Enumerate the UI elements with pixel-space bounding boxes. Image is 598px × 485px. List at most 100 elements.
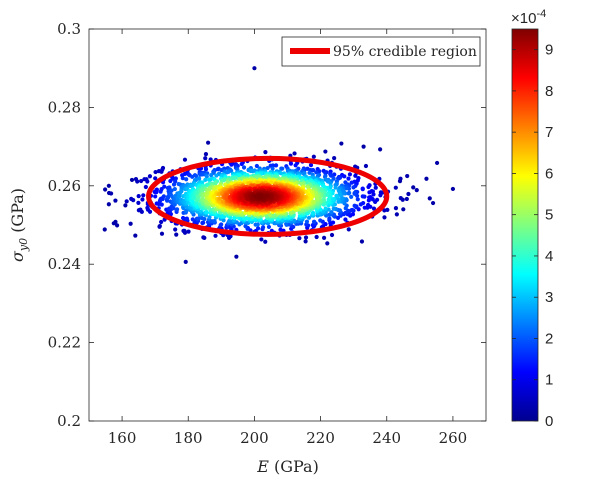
- scatter-point: [217, 196, 223, 201]
- scatter-point: [138, 207, 143, 212]
- scatter-point: [307, 170, 312, 175]
- scatter-point: [171, 182, 177, 187]
- scatter-point: [129, 177, 135, 183]
- scatter-point: [184, 208, 189, 213]
- credible-region-ellipse: [146, 155, 390, 237]
- scatter-point: [109, 191, 114, 196]
- x-axis-label: E (GPa): [256, 457, 319, 476]
- scatter-point: [260, 225, 266, 230]
- scatter-point: [349, 208, 354, 213]
- scatter-point: [280, 166, 285, 171]
- x-tick-label: 240: [372, 429, 401, 447]
- scatter-point: [200, 172, 205, 177]
- scatter-point: [153, 176, 158, 181]
- scatter-point: [184, 216, 189, 221]
- scatter-point: [153, 194, 158, 199]
- scatter-point: [367, 195, 372, 200]
- scatter-point: [362, 205, 367, 210]
- scatter-point: [278, 171, 283, 176]
- credible-region-group: [146, 155, 390, 237]
- scatter-point: [398, 195, 403, 201]
- scatter-point: [339, 141, 344, 146]
- scatter-point: [378, 193, 383, 198]
- legend: 95% credible region: [281, 36, 481, 67]
- scatter-point: [145, 205, 150, 210]
- scatter-point: [333, 185, 338, 190]
- scatter-point: [207, 215, 212, 220]
- scatter-point: [232, 176, 237, 181]
- scatter-point: [314, 234, 319, 240]
- scatter-point: [161, 194, 166, 199]
- colorbar-tick-label: 6: [545, 165, 553, 182]
- scatter-point: [288, 161, 294, 166]
- scatter-point: [102, 227, 107, 232]
- scatter-point: [353, 173, 358, 178]
- x-tick-label: 160: [108, 429, 137, 447]
- scatter-point: [393, 206, 399, 211]
- scatter-point: [343, 217, 348, 222]
- scatter-point: [404, 196, 409, 202]
- scatter-point: [350, 212, 356, 217]
- scatter-point: [203, 167, 209, 172]
- scatter-point: [327, 216, 332, 221]
- scatter-point: [179, 189, 184, 194]
- scatter-point: [254, 163, 259, 169]
- scatter-point: [269, 180, 274, 185]
- colorbar-tick-label: 4: [545, 248, 553, 265]
- scatter-point: [371, 192, 376, 197]
- scatter-point: [177, 194, 182, 199]
- scatter-point: [199, 216, 205, 221]
- scatter-point: [328, 173, 334, 178]
- scatter-point: [201, 235, 206, 240]
- scatter-point: [406, 191, 411, 197]
- scatter-point: [168, 178, 173, 184]
- scatter-point: [139, 178, 144, 184]
- scatter-point: [318, 218, 323, 223]
- scatter-point: [393, 185, 398, 190]
- scatter-point: [182, 157, 188, 162]
- scatter-point: [186, 229, 191, 234]
- scatter-point: [203, 156, 208, 161]
- scatter-point: [106, 183, 111, 188]
- scatter-point: [213, 233, 218, 238]
- scatter-point: [401, 207, 406, 212]
- axes: 160 180 200 220 240 260 0.2 0.22 0.24 0.26 0.28 0.3: [48, 20, 486, 447]
- scatter-point: [414, 188, 419, 193]
- scatter-point: [304, 219, 310, 224]
- scatter-point: [141, 193, 146, 198]
- scatter-point: [203, 177, 208, 182]
- scatter-point: [334, 193, 339, 198]
- colorbar-tick-label: 0: [545, 413, 553, 430]
- y-tick-label: 0.2: [57, 412, 81, 430]
- x-tick-label: 260: [439, 429, 468, 447]
- scatter-point: [359, 239, 365, 244]
- scatter-point: [349, 180, 354, 185]
- scatter-point: [147, 174, 153, 179]
- scatter-point: [194, 173, 199, 179]
- scatter-point: [255, 222, 260, 227]
- colorbar: 0 1 2 3 4 5 6 7 8 9 ×10-4: [511, 8, 553, 430]
- scatter-point: [382, 215, 387, 220]
- scatter-point: [154, 190, 159, 195]
- scatter-point: [293, 163, 298, 168]
- scatter-point: [366, 202, 371, 208]
- scatter-point: [159, 219, 164, 225]
- scatter-point: [114, 223, 120, 228]
- scatter-point: [325, 241, 330, 246]
- scatter-point: [263, 150, 268, 155]
- scatter-point: [113, 198, 118, 203]
- scatter-point: [203, 152, 209, 157]
- scatter-point: [297, 236, 302, 241]
- scatter-point: [329, 232, 335, 238]
- colorbar-tick-label: 8: [545, 83, 553, 100]
- scatter-point: [434, 160, 440, 166]
- scatter-point: [270, 166, 275, 171]
- scatter-point: [352, 203, 357, 208]
- colorbar-ticks: 0 1 2 3 4 5 6 7 8 9: [512, 42, 553, 430]
- scatter-point: [323, 221, 328, 227]
- scatter-point: [239, 161, 244, 167]
- plot-frame: [88, 28, 487, 422]
- scatter-point: [405, 173, 410, 179]
- scatter-point: [103, 187, 108, 192]
- scatter-point: [329, 210, 334, 215]
